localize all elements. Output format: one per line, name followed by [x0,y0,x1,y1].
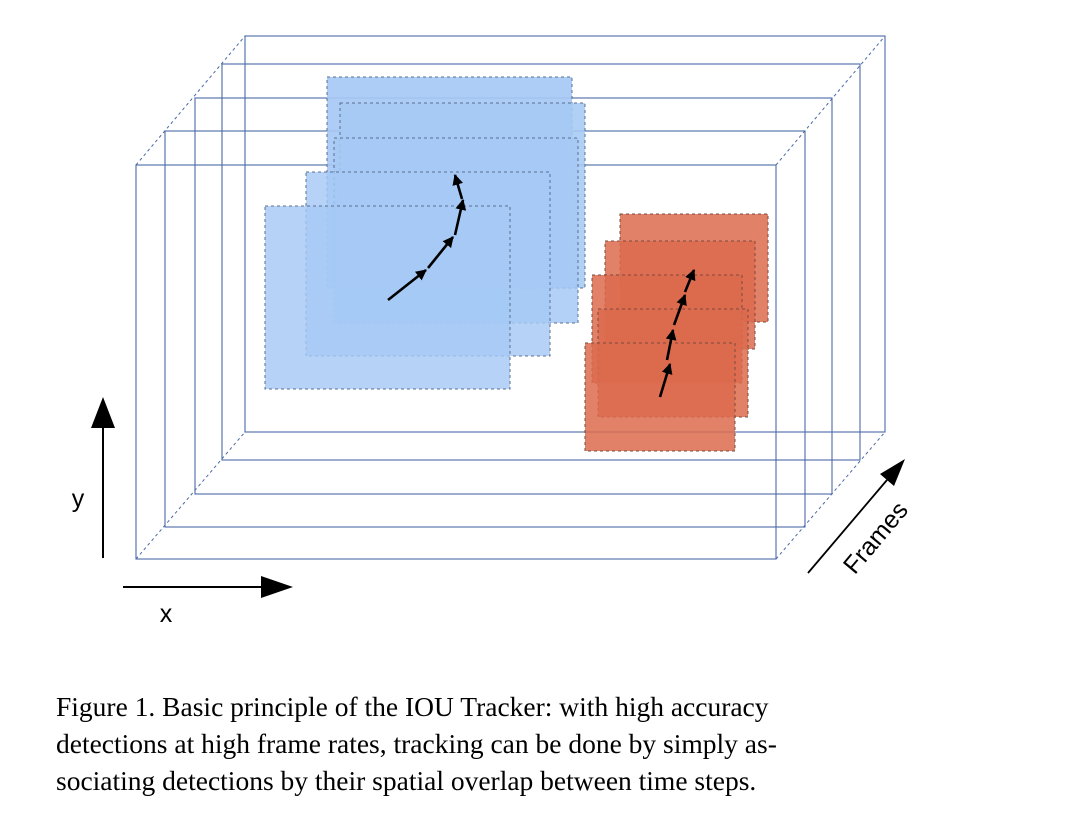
frame-4 [221,63,861,461]
caption-line-2: detections at high frame rates, tracking… [56,728,777,759]
x-axis: x [123,576,293,628]
red-track-detections [584,213,769,452]
frame-5 [244,35,886,433]
x-axis-label: x [160,600,173,628]
caption-line-1: Figure 1. Basic principle of the IOU Tra… [56,691,769,722]
blue-motion-arrow-2 [426,236,455,269]
red-motion-arrow-2 [665,328,677,361]
blue-motion-arrow-1 [387,268,427,302]
frames-axis-label: Frames [838,496,914,579]
blue-motion-arrow-4 [452,173,464,200]
blue-detection-1 [264,205,511,390]
frames-axis: Frames [807,459,914,579]
blue-trajectory [387,173,467,302]
x-axis-arrow-icon [261,576,293,598]
iou-tracker-diagram: y x Frames [72,35,914,628]
red-motion-arrow-4 [683,268,696,293]
y-axis-label: y [72,485,85,513]
y-axis: y [72,397,115,558]
frames-axis-arrow-icon [880,459,905,486]
blue-motion-arrow-3 [453,198,467,236]
caption-line-3: sociating detections by their spatial ov… [56,765,757,796]
figure-caption: Figure 1. Basic principle of the IOU Tra… [56,688,956,799]
red-motion-arrow-3 [672,293,687,326]
red-trajectory [658,268,696,398]
depth-edges [135,35,886,560]
red-motion-arrow-1 [658,362,673,398]
blue-track-detections [264,76,586,390]
y-axis-arrow-icon [91,397,115,428]
